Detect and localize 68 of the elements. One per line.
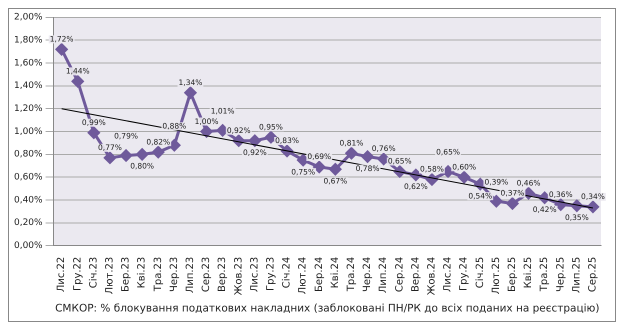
x-tick-label: Тра.24 — [346, 256, 358, 292]
x-tick-label: Вер.23 — [217, 256, 228, 292]
point — [378, 152, 390, 165]
point — [329, 163, 342, 176]
x-tick-label: Сер.25 — [588, 256, 599, 292]
y-tick-label: 2,00% — [14, 12, 44, 23]
x-tick-label: Лис.23 — [249, 256, 260, 292]
x-tick-label: Чер.23 — [168, 256, 180, 292]
point — [264, 131, 277, 144]
point — [56, 43, 68, 56]
y-tick-label: 0,60% — [14, 172, 44, 183]
x-tick-label: Лют.23 — [104, 256, 116, 294]
y-tick-label: 0,80% — [14, 150, 44, 160]
point — [297, 154, 310, 166]
point — [248, 134, 261, 147]
point — [458, 171, 470, 184]
point — [120, 150, 132, 162]
y-tick-label: 1,40% — [14, 81, 44, 92]
x-tick-label: Бер.23 — [120, 256, 132, 292]
y-tick-label: 0,20% — [14, 218, 44, 228]
point — [490, 195, 502, 208]
x-axis-title: СМКОР: % блокування податкових накладних (заблоковані ПН/РК до всіх поданих на реєстрацію) — [55, 302, 600, 314]
x-tick-label: Січ.24 — [282, 256, 293, 288]
x-tick-label: Січ.25 — [474, 256, 486, 288]
y-tick-label: 0,00% — [14, 241, 44, 252]
y-tick-label: 1,60% — [14, 58, 44, 68]
point — [152, 146, 164, 158]
point — [313, 160, 326, 173]
point — [72, 75, 84, 88]
x-tick-label: Лис.24 — [442, 256, 454, 292]
x-tick-label: Сер.24 — [394, 256, 406, 292]
point — [88, 126, 100, 139]
x-tick-label: Жов.23 — [233, 256, 244, 296]
x-tick-label: Тра.25 — [539, 256, 550, 292]
y-tick-label: 1,80% — [14, 36, 44, 46]
point — [184, 86, 196, 99]
x-tick-label: Тра.23 — [152, 256, 164, 292]
x-tick-label: Лют.25 — [490, 256, 502, 294]
x-tick-label: Бер.24 — [314, 256, 325, 292]
point — [104, 152, 116, 164]
y-tick-label: 1,20% — [14, 104, 44, 114]
x-tick-label: Лис.22 — [56, 256, 68, 292]
point — [345, 147, 358, 160]
x-tick-label: Лип.24 — [378, 256, 390, 294]
x-tick-label: Лип.25 — [571, 256, 582, 294]
x-tick-label: Лип.23 — [185, 256, 196, 294]
point — [168, 139, 180, 152]
x-tick-label: Кві.23 — [136, 256, 148, 288]
point — [216, 124, 229, 136]
y-tick-label: 1,00% — [14, 126, 44, 137]
x-tick-label: Гру.24 — [458, 256, 470, 291]
x-tick-label: Вер.24 — [410, 256, 422, 292]
point — [362, 150, 374, 163]
x-tick-label: Гру.23 — [266, 256, 277, 291]
x-tick-label: Лют.24 — [298, 256, 309, 294]
point — [506, 197, 518, 210]
x-tick-label: Січ.23 — [88, 256, 100, 288]
point — [200, 126, 213, 138]
x-tick-label: Гру.22 — [72, 256, 84, 291]
point — [136, 148, 148, 160]
x-tick-label: Чер.24 — [362, 256, 374, 292]
x-tick-label: Кві.24 — [330, 256, 341, 288]
y-tick-label: 0,40% — [14, 195, 44, 206]
x-tick-label: Жов.24 — [426, 256, 438, 296]
x-tick-label: Чер.25 — [555, 256, 566, 292]
x-tick-label: Сер.23 — [201, 256, 212, 292]
x-tick-label: Бер.25 — [507, 256, 518, 292]
x-tick-label: Кві.25 — [523, 256, 534, 288]
